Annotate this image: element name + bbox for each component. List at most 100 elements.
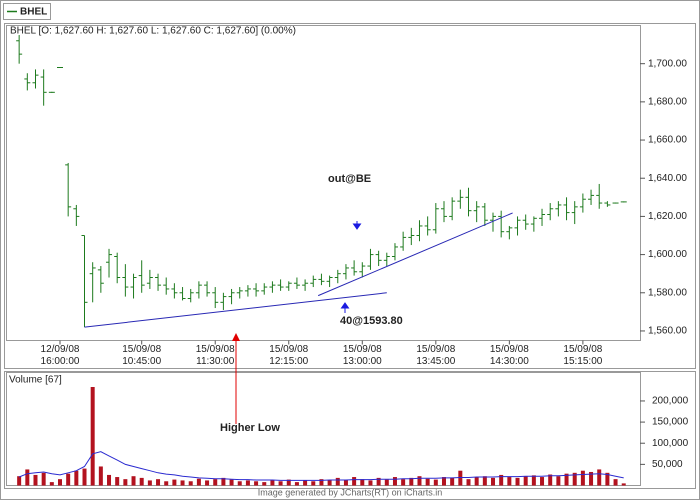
x-tick-label: 15/09/08 14:30:00 — [489, 343, 529, 367]
volume-bar — [352, 477, 357, 486]
trendline — [84, 292, 387, 328]
volume-bar — [531, 475, 536, 486]
x-tick-label: 12/09/08 16:00:00 — [40, 343, 80, 367]
volume-bar — [441, 477, 446, 486]
volume-bar — [90, 387, 95, 486]
volume-plot — [6, 372, 641, 486]
volume-bar — [82, 468, 87, 486]
volume-bar — [172, 479, 177, 486]
x-tick-label: 15/09/08 11:30:00 — [195, 343, 235, 367]
volume-bar — [41, 472, 46, 486]
legend-label: BHEL — [20, 7, 47, 18]
volume-bar — [392, 477, 397, 486]
x-tick-label: 15/09/08 13:45:00 — [416, 343, 456, 367]
volume-bar — [188, 481, 193, 486]
volume-bar — [98, 466, 103, 486]
volume-bar — [556, 476, 561, 486]
y-tick-label: 1,620.00 — [648, 211, 687, 222]
volume-bar — [343, 479, 348, 486]
volume-bar — [621, 483, 626, 486]
volume-bar — [131, 476, 136, 486]
y-tick-label: 1,600.00 — [648, 249, 687, 260]
volume-bar — [450, 477, 455, 486]
volume-bar — [278, 481, 283, 486]
volume-bar — [286, 479, 291, 486]
volume-bar — [409, 477, 414, 486]
volume-bar — [147, 480, 152, 486]
volume-bar — [564, 473, 569, 486]
volume-bar — [597, 469, 602, 486]
chart-title: BHEL [O: 1,627.60 H: 1,627.60 L: 1,627.6… — [10, 26, 296, 37]
volume-bar — [327, 480, 332, 486]
volume-bar — [66, 473, 71, 486]
volume-bar — [229, 479, 234, 486]
volume-bar — [74, 470, 79, 486]
y-tick-label: 100,000 — [652, 438, 689, 449]
volume-bar — [491, 477, 496, 486]
volume-bar — [123, 479, 128, 486]
volume-bar — [311, 481, 316, 486]
x-tick-label: 15/09/08 10:45:00 — [122, 343, 162, 367]
y-tick-label: 1,580.00 — [648, 287, 687, 298]
volume-bar — [237, 481, 242, 486]
volume-bar — [262, 482, 267, 486]
volume-bar — [376, 477, 381, 486]
y-tick-label: 200,000 — [652, 396, 689, 407]
volume-ma-line — [18, 451, 624, 481]
volume-bar — [245, 480, 250, 486]
volume-bar — [433, 479, 438, 486]
annotation: 40@1593.80 — [340, 315, 403, 327]
legend-box — [3, 3, 51, 20]
volume-bar — [507, 477, 512, 486]
y-tick-label: 1,660.00 — [648, 135, 687, 146]
volume-bar — [613, 479, 618, 486]
volume-bar — [58, 479, 62, 486]
volume-bar — [180, 480, 185, 486]
volume-bar — [213, 479, 218, 486]
buy-arrow — [340, 302, 350, 313]
volume-bar — [458, 470, 463, 486]
y-tick-label: 1,640.00 — [648, 173, 687, 184]
volume-bar — [196, 478, 201, 486]
volume-bar — [335, 477, 340, 486]
volume-bar — [384, 479, 389, 486]
volume-bar — [482, 476, 487, 486]
y-tick-label: 1,560.00 — [648, 326, 687, 337]
footer: Image generated by JCharts(RT) on iChart… — [258, 487, 442, 497]
volume-bar — [49, 482, 54, 486]
volume-bar — [360, 479, 365, 486]
volume-bar — [221, 477, 226, 486]
y-tick-label: 50,000 — [652, 459, 683, 470]
y-tick-label: 150,000 — [652, 417, 689, 428]
volume-bar — [605, 472, 610, 486]
volume-bar — [401, 479, 406, 486]
volume-bar — [25, 469, 30, 486]
volume-bar — [205, 480, 210, 486]
y-tick-label: 1,680.00 — [648, 97, 687, 108]
volume-bar — [474, 477, 479, 486]
volume-bar — [270, 480, 275, 486]
y-tick-label: 1,700.00 — [648, 58, 687, 69]
volume-bar — [303, 480, 308, 486]
volume-bar — [17, 476, 22, 486]
volume-bar — [254, 481, 259, 486]
x-tick-label: 15/09/08 13:00:00 — [342, 343, 382, 367]
volume-bar — [540, 477, 545, 486]
annotation: Higher Low — [220, 422, 280, 434]
trendline — [317, 212, 513, 297]
volume-bar — [33, 474, 38, 486]
volume-bar — [107, 474, 112, 486]
volume-bar — [466, 479, 471, 486]
volume-bar — [417, 476, 422, 486]
annotation: out@BE — [328, 173, 371, 185]
sell-arrow — [352, 221, 362, 230]
volume-bar — [139, 477, 144, 486]
volume-bar — [425, 478, 430, 486]
volume-bar — [368, 480, 373, 486]
x-tick-label: 15/09/08 15:15:00 — [563, 343, 603, 367]
volume-bar — [156, 479, 161, 486]
x-tick-label: 15/09/08 12:15:00 — [269, 343, 309, 367]
volume-label: Volume [67] — [9, 375, 62, 386]
